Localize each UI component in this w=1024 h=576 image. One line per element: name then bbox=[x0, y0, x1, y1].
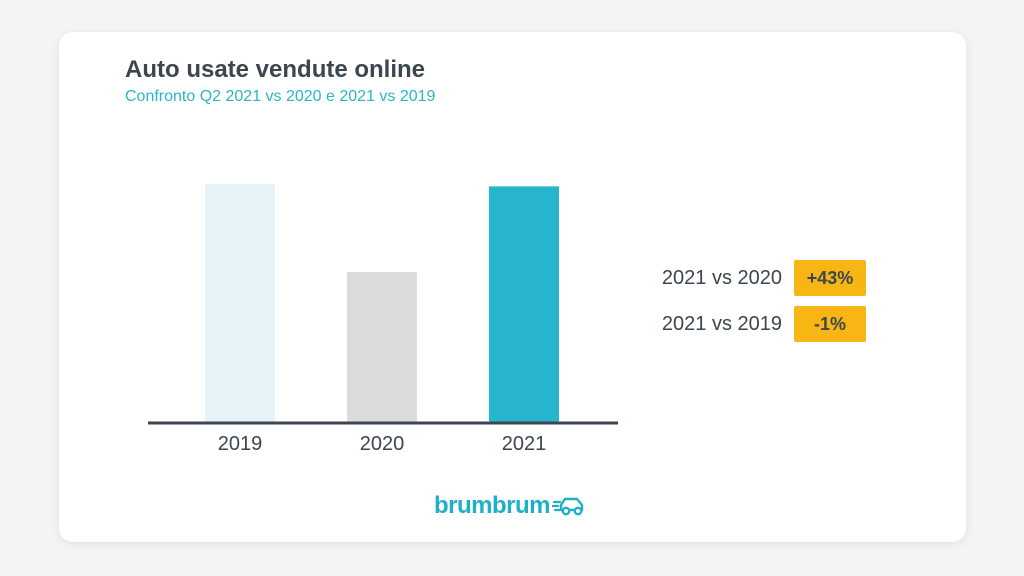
comparison-row-2019: 2021 vs 2019 -1% bbox=[652, 306, 866, 342]
x-tick-label-2021: 2021 bbox=[502, 433, 547, 455]
chart-subtitle: Confronto Q2 2021 vs 2020 e 2021 vs 2019 bbox=[125, 88, 436, 105]
bar-2020 bbox=[347, 272, 417, 422]
x-tick-label-2020: 2020 bbox=[360, 433, 405, 455]
comparison-label: 2021 vs 2020 bbox=[661, 266, 782, 289]
bars-group bbox=[205, 184, 559, 422]
car-icon bbox=[552, 497, 584, 516]
bar-2021 bbox=[489, 186, 559, 422]
bar-2019 bbox=[205, 184, 275, 422]
comparison-label: 2021 vs 2019 bbox=[661, 312, 782, 335]
comparison-row-2020: 2021 vs 2020 +43% bbox=[652, 260, 866, 296]
brand-logo: brumbrum bbox=[434, 492, 586, 520]
comparison-badge: +43% bbox=[794, 260, 866, 296]
chart-title: Auto usate vendute online bbox=[125, 56, 426, 83]
brand-name: brumbrum bbox=[434, 492, 551, 519]
x-tick-label-2019: 2019 bbox=[218, 433, 263, 455]
x-tick-labels: 2019 2020 2021 bbox=[218, 433, 547, 455]
comparison-badge: -1% bbox=[794, 306, 866, 342]
